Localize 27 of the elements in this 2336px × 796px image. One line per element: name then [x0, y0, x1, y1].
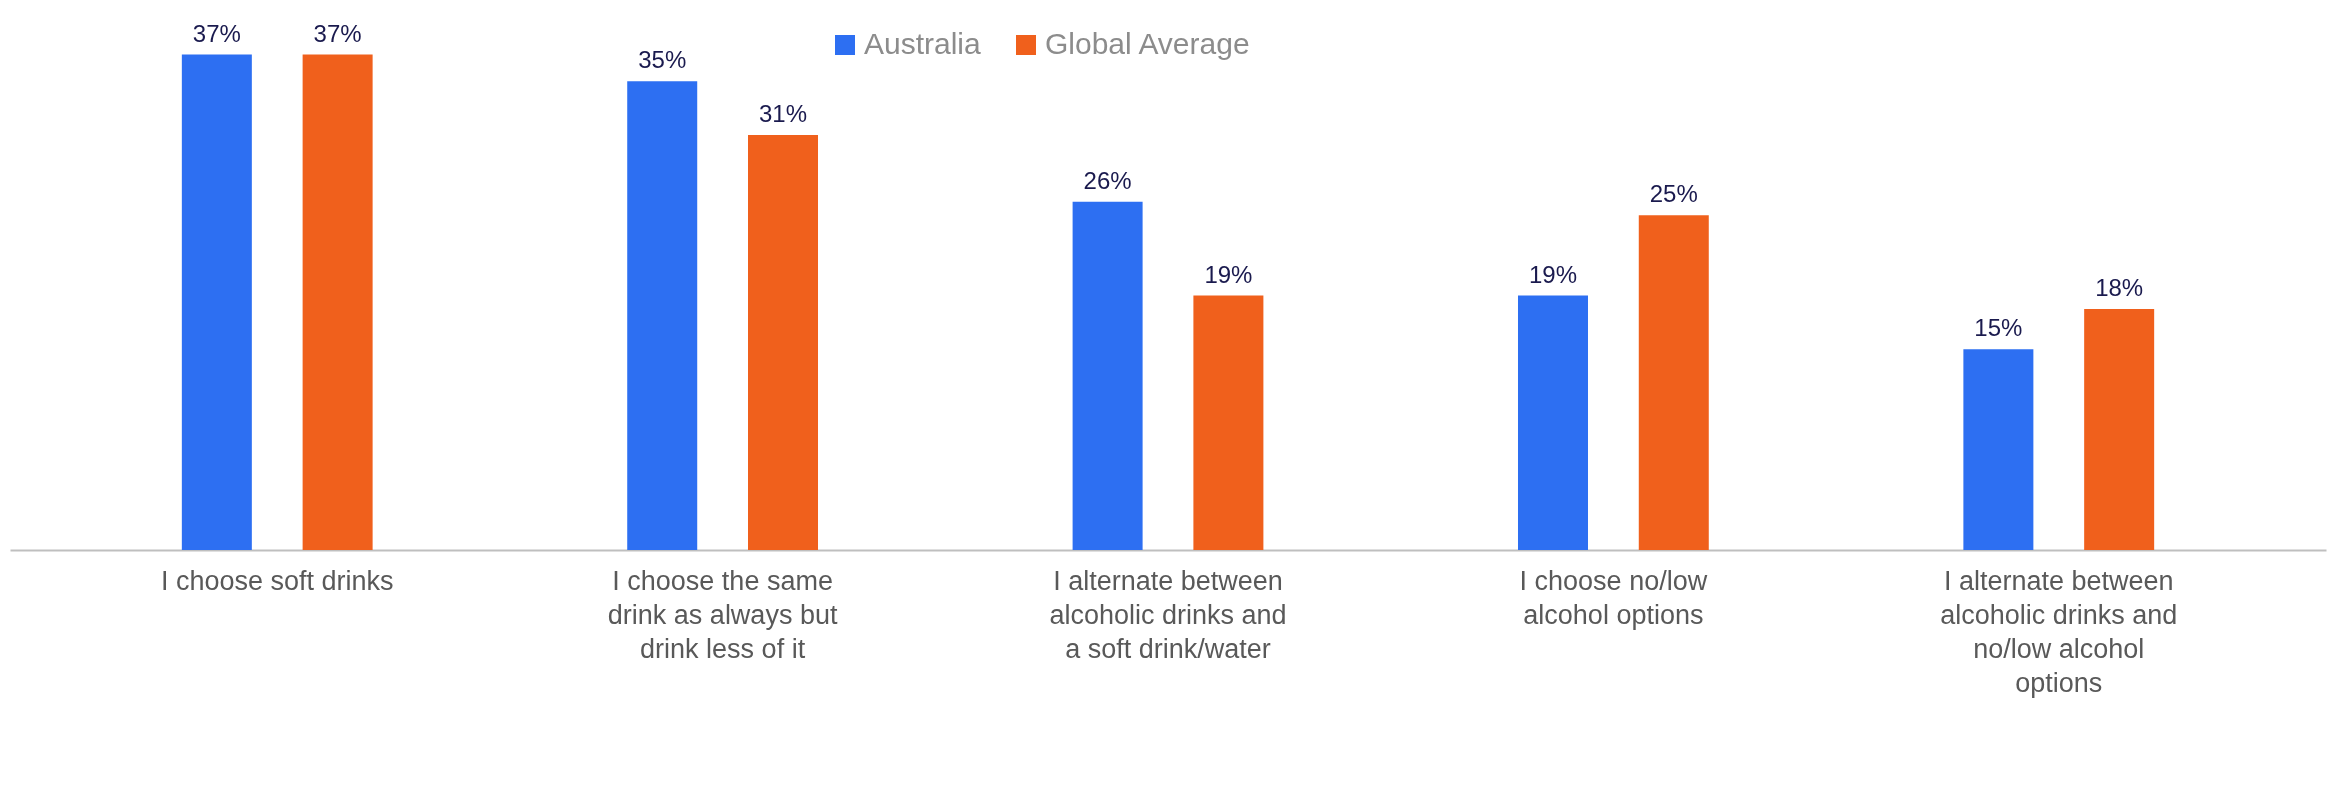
data-label: 31% — [758, 99, 808, 127]
data-label: 19% — [1528, 260, 1578, 288]
bar — [181, 54, 252, 550]
data-label: 15% — [1974, 314, 2023, 342]
x-tick-label: I alternate between alcoholic drinks and no/low alcohol options — [1940, 565, 2178, 698]
bar — [1072, 201, 1143, 550]
data-label: 35% — [638, 46, 687, 74]
data-label: 37% — [192, 19, 241, 47]
data-label: 18% — [2095, 273, 2144, 301]
bar — [1517, 295, 1588, 550]
x-tick-label: I choose soft drinks — [160, 565, 394, 596]
x-tick-label: I alternate between alcoholic drinks and a soft drink/water — [1049, 565, 1287, 664]
x-tick-label: I choose the same drink as always but drink less of it — [607, 565, 838, 664]
data-label: 19% — [1204, 260, 1253, 288]
data-label: 26% — [1083, 166, 1132, 194]
bar — [1193, 295, 1264, 550]
bar — [1963, 349, 2034, 550]
bar — [627, 81, 698, 550]
bar — [748, 134, 819, 550]
legend-label: Australia — [864, 27, 982, 60]
bar — [1638, 215, 1709, 550]
bar — [302, 54, 373, 550]
x-tick-label: I choose no/low alcohol options — [1519, 565, 1708, 630]
data-label: 37% — [313, 19, 362, 47]
legend-label: Global Average — [1045, 27, 1250, 60]
data-label: 25% — [1649, 180, 1698, 208]
bar — [2084, 308, 2155, 550]
